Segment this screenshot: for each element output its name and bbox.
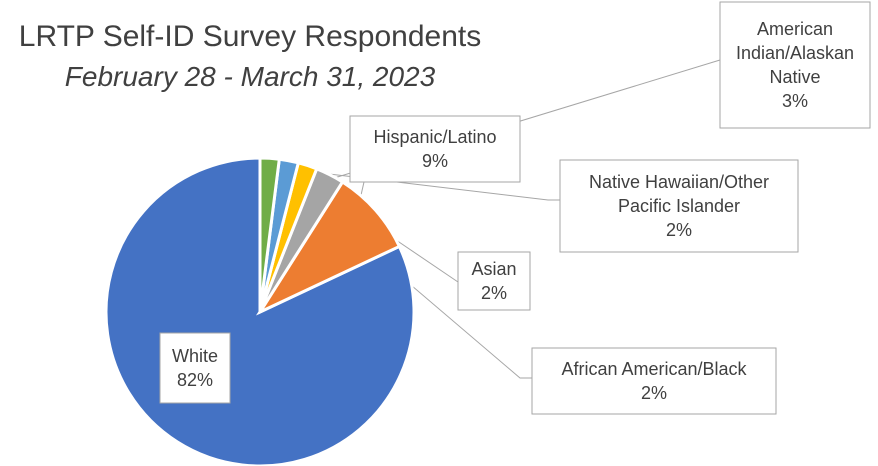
data-label-category: Hispanic/Latino — [373, 127, 496, 147]
data-label-value: 2% — [641, 383, 667, 403]
data-label: American Indian/Alaskan Native 3% — [719, 1, 871, 129]
data-label: Hispanic/Latino 9% — [349, 115, 521, 183]
data-label: Asian 2% — [457, 251, 531, 311]
pie-slices — [104, 156, 416, 466]
chart-subtitle: February 28 - March 31, 2023 — [65, 61, 436, 92]
chart-title: LRTP Self-ID Survey Respondents — [19, 20, 481, 53]
data-label-box — [159, 332, 231, 404]
data-label-category: Native Hawaiian/Other — [589, 172, 769, 192]
data-label-category: Pacific Islander — [618, 196, 740, 216]
data-label-category: Native — [769, 67, 820, 87]
pie-slice-african-american-black — [258, 156, 281, 313]
data-labels: White 82% Hispanic/Latino 9% American Indian/… — [159, 1, 871, 415]
data-label-category: African American/Black — [561, 359, 747, 379]
data-label-value: 2% — [481, 283, 507, 303]
data-label: Native Hawaiian/Other Pacific Islander 2% — [559, 159, 799, 253]
data-label: African American/Black 2% — [531, 347, 777, 415]
data-label-box — [457, 251, 531, 311]
data-label-category: Asian — [471, 259, 516, 279]
data-label-box — [559, 159, 799, 253]
data-label-box — [349, 115, 521, 183]
data-label-category: American — [757, 19, 833, 39]
data-label-value: 3% — [782, 91, 808, 111]
data-label-value: 9% — [422, 151, 448, 171]
pie-slice-hispanic-latino — [255, 179, 402, 316]
data-label-category: Indian/Alaskan — [736, 43, 854, 63]
data-label-value: 82% — [177, 370, 213, 390]
data-label-box — [531, 347, 777, 415]
data-label-box — [719, 1, 871, 129]
data-label-value: 2% — [666, 220, 692, 240]
data-label-category: White — [172, 346, 218, 366]
data-label: White 82% — [159, 332, 231, 404]
